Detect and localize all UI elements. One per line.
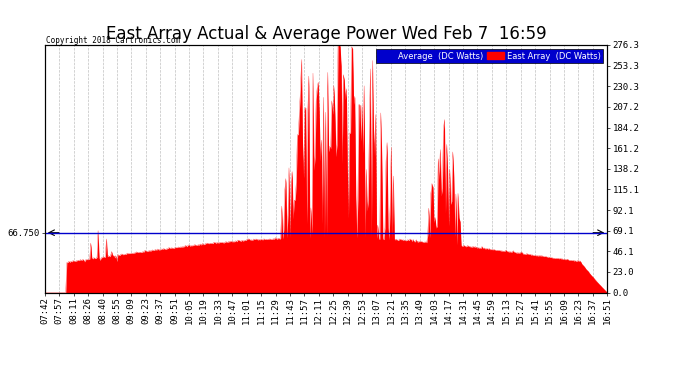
Title: East Array Actual & Average Power Wed Feb 7  16:59: East Array Actual & Average Power Wed Fe… (106, 26, 546, 44)
Text: Copyright 2018 Cartronics.com: Copyright 2018 Cartronics.com (46, 36, 180, 45)
Legend: Average  (DC Watts), East Array  (DC Watts): Average (DC Watts), East Array (DC Watts… (377, 49, 603, 63)
